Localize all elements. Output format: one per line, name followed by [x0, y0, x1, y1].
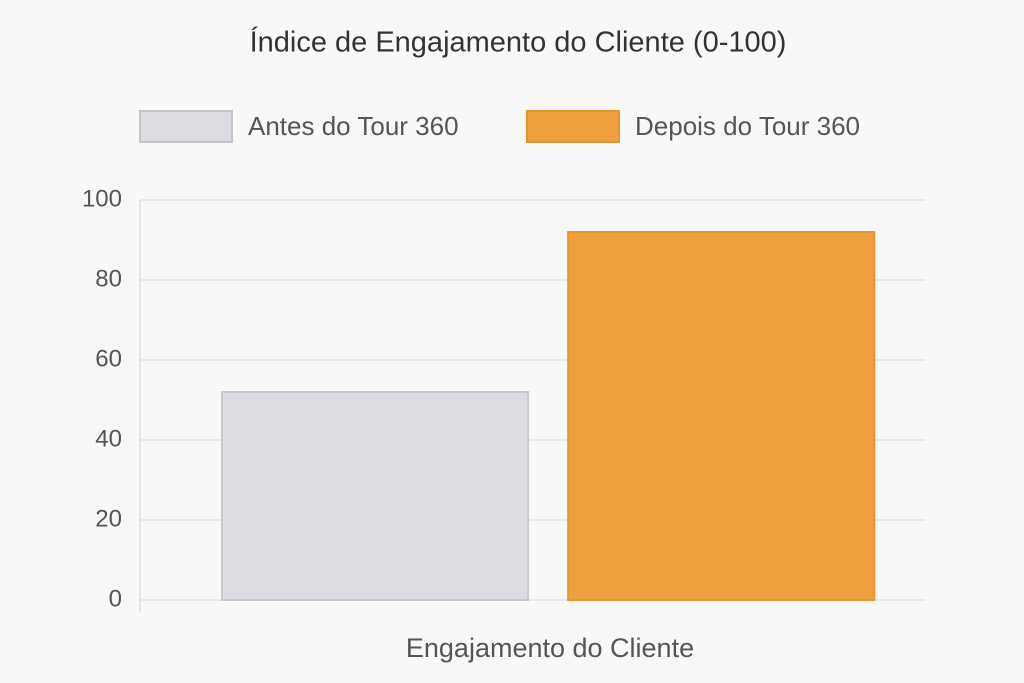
x-tick-label: Engajamento do Cliente [406, 633, 694, 663]
chart-title: Índice de Engajamento do Cliente (0-100) [250, 26, 787, 59]
bar [567, 231, 876, 601]
bar [221, 391, 530, 601]
legend-swatch [139, 110, 233, 143]
legend-label: Antes do Tour 360 [248, 111, 459, 141]
y-tick-label: 0 [109, 585, 122, 612]
legend-swatch [526, 110, 620, 143]
y-tick-label: 100 [82, 185, 122, 212]
legend-label: Depois do Tour 360 [635, 111, 860, 141]
y-tick-label: 20 [95, 505, 122, 532]
y-tick-label: 60 [95, 345, 122, 372]
y-tick-label: 80 [95, 265, 122, 292]
y-tick-label: 40 [95, 425, 122, 452]
